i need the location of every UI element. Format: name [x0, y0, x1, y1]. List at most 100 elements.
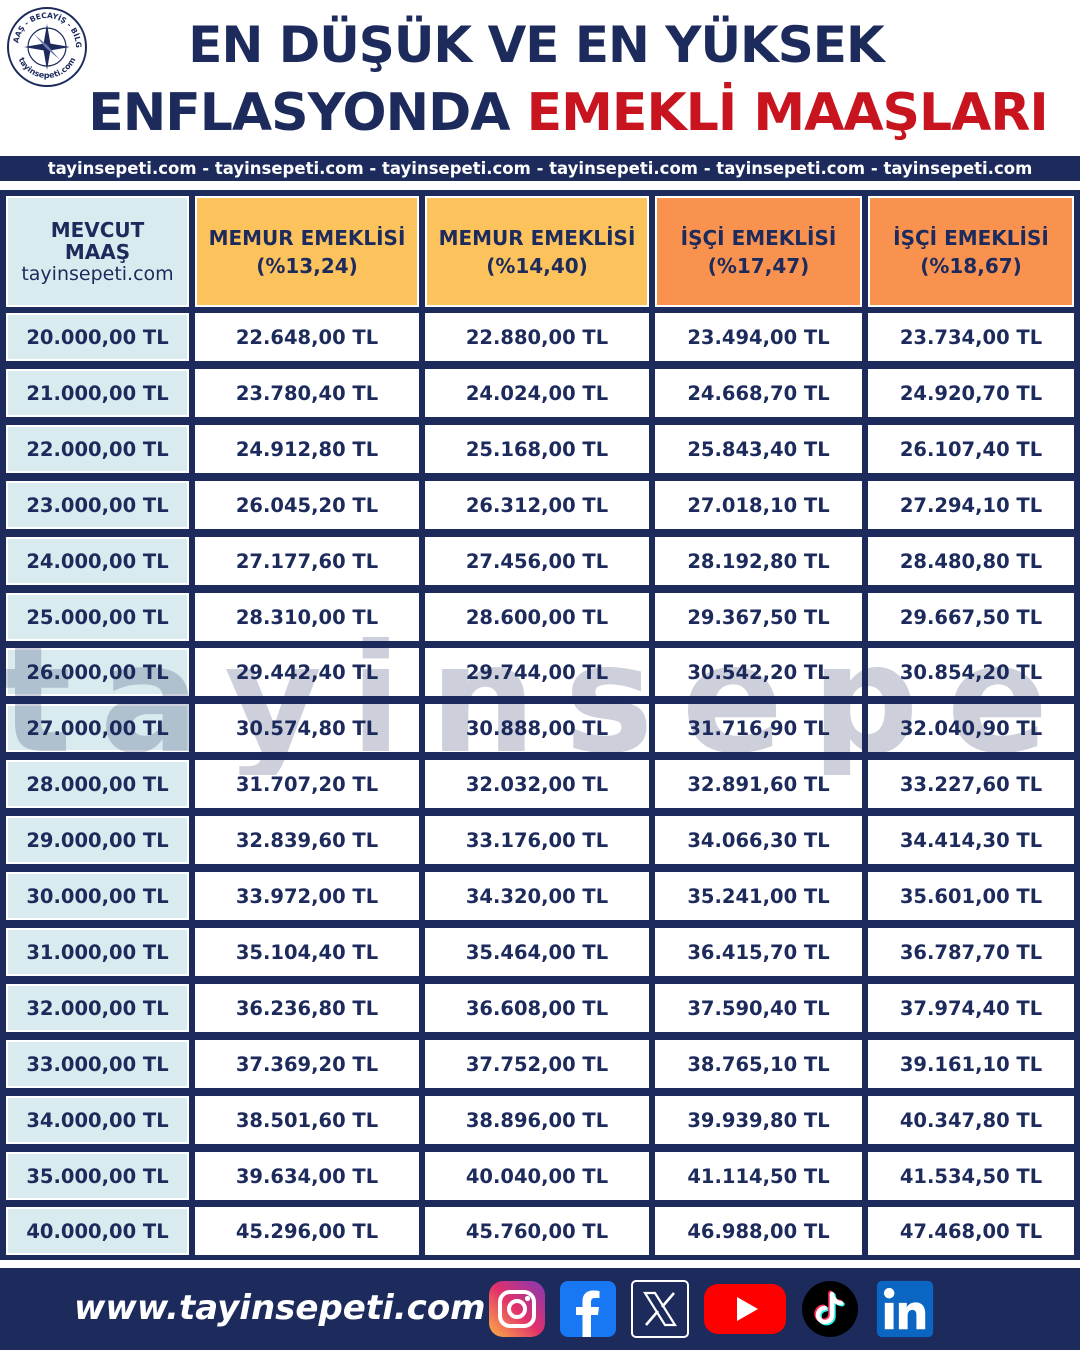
header-column-1: MEMUR EMEKLİSİ (%13,24) [195, 196, 419, 307]
value-cell: 29.367,50 TL [655, 593, 862, 641]
header-text-line2: MAAŞ [64, 239, 131, 264]
value-cell: 33.176,00 TL [425, 816, 649, 864]
current-salary-cell: 34.000,00 TL [6, 1096, 189, 1144]
footer-url-link[interactable]: www.tayinsepeti.com [74, 1288, 486, 1328]
current-salary-cell: 22.000,00 TL [6, 425, 189, 473]
value-cell: 24.024,00 TL [425, 369, 649, 417]
value-cell: 27.456,00 TL [425, 537, 649, 585]
value-cell: 27.018,10 TL [655, 481, 862, 529]
value-cell: 35.104,40 TL [195, 928, 419, 976]
value-cell: 40.040,00 TL [425, 1152, 649, 1200]
tiktok-icon[interactable] [800, 1280, 860, 1338]
value-cell: 37.752,00 TL [425, 1040, 649, 1088]
x-icon[interactable] [631, 1280, 689, 1338]
value-cell: 24.668,70 TL [655, 369, 862, 417]
value-cell: 35.464,00 TL [425, 928, 649, 976]
value-cell: 47.468,00 TL [868, 1207, 1074, 1255]
pension-table: MEVCUT MAAŞ tayinsepeti.com MEMUR EMEKLİSİ (… [0, 190, 1080, 1260]
current-salary-cell: 40.000,00 TL [6, 1207, 189, 1255]
current-salary-cell: 20.000,00 TL [6, 313, 189, 361]
value-cell: 46.988,00 TL [655, 1207, 862, 1255]
value-cell: 35.601,00 TL [868, 872, 1074, 920]
value-cell: 34.320,00 TL [425, 872, 649, 920]
compass-logo: MAAŞ - BECAYİŞ - BİLGİ tayinsepeti.com [6, 6, 87, 87]
current-salary-cell: 31.000,00 TL [6, 928, 189, 976]
current-salary-cell: 26.000,00 TL [6, 648, 189, 696]
value-cell: 35.241,00 TL [655, 872, 862, 920]
title-red-part: EMEKLİ MAAŞLARI [526, 83, 1049, 143]
value-cell: 30.574,80 TL [195, 704, 419, 752]
youtube-icon[interactable] [703, 1280, 787, 1338]
value-cell: 33.227,60 TL [868, 760, 1074, 808]
current-salary-cell: 25.000,00 TL [6, 593, 189, 641]
value-cell: 36.787,70 TL [868, 928, 1074, 976]
value-cell: 41.534,50 TL [868, 1152, 1074, 1200]
value-cell: 27.177,60 TL [195, 537, 419, 585]
header-text-line1: MEVCUT [50, 217, 145, 242]
value-cell: 28.310,00 TL [195, 593, 419, 641]
value-cell: 23.780,40 TL [195, 369, 419, 417]
header-text-line2: (%13,24) [256, 253, 358, 278]
value-cell: 23.494,00 TL [655, 313, 862, 361]
page-title-line2: ENFLASYONDA EMEKLİ MAAŞLARI [56, 80, 1080, 146]
value-cell: 25.843,40 TL [655, 425, 862, 473]
current-salary-cell: 21.000,00 TL [6, 369, 189, 417]
title-dark-part: ENFLASYONDA [88, 83, 510, 143]
site-banner: tayinsepeti.com - tayinsepeti.com - tayi… [0, 156, 1080, 181]
value-cell: 26.045,20 TL [195, 481, 419, 529]
current-salary-cell: 27.000,00 TL [6, 704, 189, 752]
page-title-line1: EN DÜŞÜK VE EN YÜKSEK [188, 16, 884, 74]
value-cell: 22.648,00 TL [195, 313, 419, 361]
header-column-4: İŞÇİ EMEKLİSİ (%18,67) [868, 196, 1074, 307]
header-text-line2: (%18,67) [920, 253, 1022, 278]
value-cell: 38.896,00 TL [425, 1096, 649, 1144]
value-cell: 36.608,00 TL [425, 984, 649, 1032]
value-cell: 24.920,70 TL [868, 369, 1074, 417]
value-cell: 33.972,00 TL [195, 872, 419, 920]
value-cell: 36.236,80 TL [195, 984, 419, 1032]
header-text-line2: (%14,40) [486, 253, 588, 278]
value-cell: 38.765,10 TL [655, 1040, 862, 1088]
current-salary-cell: 23.000,00 TL [6, 481, 189, 529]
linkedin-icon[interactable] [872, 1280, 938, 1338]
value-cell: 39.939,80 TL [655, 1096, 862, 1144]
value-cell: 29.744,00 TL [425, 648, 649, 696]
value-cell: 39.634,00 TL [195, 1152, 419, 1200]
value-cell: 29.442,40 TL [195, 648, 419, 696]
header-text-line1: İŞÇİ EMEKLİSİ [893, 225, 1049, 250]
value-cell: 23.734,00 TL [868, 313, 1074, 361]
instagram-icon[interactable] [488, 1280, 546, 1338]
value-cell: 32.032,00 TL [425, 760, 649, 808]
value-cell: 45.296,00 TL [195, 1207, 419, 1255]
value-cell: 36.415,70 TL [655, 928, 862, 976]
value-cell: 28.192,80 TL [655, 537, 862, 585]
current-salary-cell: 35.000,00 TL [6, 1152, 189, 1200]
value-cell: 32.891,60 TL [655, 760, 862, 808]
header-column-3: İŞÇİ EMEKLİSİ (%17,47) [655, 196, 862, 307]
header-text-line1: MEMUR EMEKLİSİ [208, 225, 406, 250]
value-cell: 45.760,00 TL [425, 1207, 649, 1255]
current-salary-cell: 33.000,00 TL [6, 1040, 189, 1088]
value-cell: 25.168,00 TL [425, 425, 649, 473]
value-cell: 40.347,80 TL [868, 1096, 1074, 1144]
value-cell: 34.066,30 TL [655, 816, 862, 864]
footer: www.tayinsepeti.com [0, 1268, 1080, 1350]
header-text-line1: MEMUR EMEKLİSİ [438, 225, 636, 250]
header-text-line2: (%17,47) [707, 253, 810, 278]
value-cell: 39.161,10 TL [868, 1040, 1074, 1088]
value-cell: 27.294,10 TL [868, 481, 1074, 529]
header-current-salary: MEVCUT MAAŞ tayinsepeti.com [6, 196, 189, 307]
value-cell: 26.107,40 TL [868, 425, 1074, 473]
value-cell: 37.974,40 TL [868, 984, 1074, 1032]
value-cell: 28.600,00 TL [425, 593, 649, 641]
current-salary-cell: 28.000,00 TL [6, 760, 189, 808]
value-cell: 30.542,20 TL [655, 648, 862, 696]
current-salary-cell: 29.000,00 TL [6, 816, 189, 864]
header-column-2: MEMUR EMEKLİSİ (%14,40) [425, 196, 649, 307]
facebook-icon[interactable] [559, 1280, 617, 1338]
value-cell: 32.839,60 TL [195, 816, 419, 864]
value-cell: 41.114,50 TL [655, 1152, 862, 1200]
value-cell: 26.312,00 TL [425, 481, 649, 529]
value-cell: 31.707,20 TL [195, 760, 419, 808]
current-salary-cell: 32.000,00 TL [6, 984, 189, 1032]
